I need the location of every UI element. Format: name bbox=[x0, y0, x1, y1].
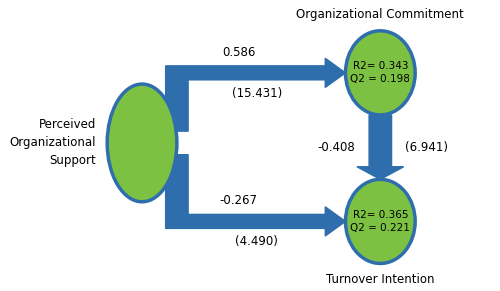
Text: (4.490): (4.490) bbox=[235, 235, 278, 249]
Text: (6.941): (6.941) bbox=[405, 141, 448, 154]
Text: Organizational Commitment: Organizational Commitment bbox=[296, 8, 464, 21]
Text: R2= 0.365
Q2 = 0.221: R2= 0.365 Q2 = 0.221 bbox=[350, 210, 410, 233]
Text: Turnover Intention: Turnover Intention bbox=[326, 273, 434, 286]
Text: -0.267: -0.267 bbox=[220, 194, 258, 207]
Text: 0.586: 0.586 bbox=[222, 46, 256, 59]
Text: Perceived
Organizational
Support: Perceived Organizational Support bbox=[10, 118, 96, 167]
Text: R2= 0.343
Q2 = 0.198: R2= 0.343 Q2 = 0.198 bbox=[350, 61, 410, 84]
Text: (15.431): (15.431) bbox=[232, 87, 282, 100]
Ellipse shape bbox=[107, 84, 177, 202]
Ellipse shape bbox=[346, 179, 415, 263]
Polygon shape bbox=[166, 58, 346, 131]
Polygon shape bbox=[166, 155, 346, 236]
Polygon shape bbox=[357, 115, 404, 179]
Text: -0.408: -0.408 bbox=[318, 141, 356, 154]
Ellipse shape bbox=[346, 31, 415, 115]
